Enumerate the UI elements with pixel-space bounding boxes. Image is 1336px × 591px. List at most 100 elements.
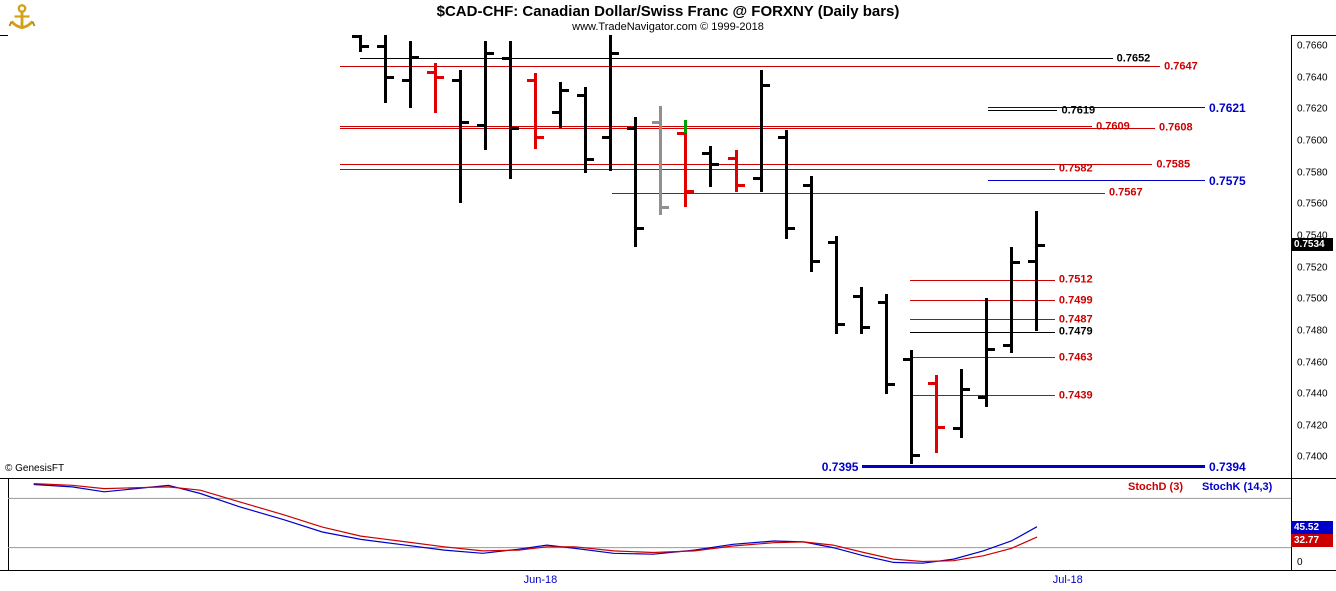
price-level-line	[340, 164, 1153, 166]
stoch-axis-zero-label: 0	[1297, 557, 1303, 568]
price-level-label: 0.7652	[1116, 52, 1151, 65]
price-axis-tick: 0.7620	[1297, 103, 1328, 115]
ohlc-bar	[609, 35, 613, 172]
ohlc-bar	[910, 349, 914, 464]
ohlc-open-tick	[777, 136, 785, 140]
price-level-line	[988, 110, 1058, 112]
ohlc-close-tick	[737, 183, 745, 187]
ohlc-open-tick	[376, 44, 384, 48]
price-axis-tick: 0.7640	[1297, 72, 1328, 84]
ohlc-open-tick	[426, 71, 434, 75]
ohlc-close-tick	[361, 44, 369, 48]
price-chart-plot[interactable]: 0.7652 0.7647 0.7621 0.7619 0.7609 0.7608 0.75…	[8, 35, 1291, 478]
genesis-anchor-logo-icon	[8, 4, 36, 29]
ohlc-open-tick	[577, 93, 585, 97]
ohlc-open-tick	[451, 79, 459, 83]
price-axis-tick: 0.7580	[1297, 167, 1328, 179]
price-level-label: 0.7487	[1058, 313, 1093, 326]
ohlc-close-tick	[612, 52, 620, 56]
ohlc-bar	[809, 175, 813, 273]
stochd-value-badge: 32.77	[1291, 533, 1333, 547]
chart-border-bottom	[0, 570, 1336, 571]
ohlc-bar	[408, 41, 412, 108]
ohlc-bar	[659, 106, 663, 216]
ohlc-open-tick	[652, 120, 660, 124]
ohlc-bar	[734, 150, 738, 192]
stochk-indicator-label[interactable]: StochK (14,3)	[1202, 481, 1273, 493]
price-level-line	[612, 192, 1105, 194]
stochd-line	[33, 483, 1038, 563]
ohlc-close-tick	[762, 84, 770, 88]
ohlc-open-tick	[702, 152, 710, 156]
price-level-label: 0.7608	[1159, 121, 1193, 134]
ohlc-bar	[935, 375, 939, 453]
price-level-line	[340, 66, 1161, 68]
ohlc-close-tick	[587, 158, 595, 162]
ohlc-close-tick	[887, 383, 895, 387]
ohlc-close-tick	[988, 348, 996, 352]
panel-divider	[0, 478, 1336, 479]
price-axis-tick: 0.7460	[1297, 357, 1328, 368]
ohlc-bar	[533, 72, 537, 149]
price-level-line	[340, 127, 1155, 129]
price-level-line	[909, 279, 1055, 281]
ohlc-open-tick	[727, 156, 735, 160]
ohlc-bar	[709, 145, 713, 187]
ohlc-open-tick	[852, 294, 860, 298]
ohlc-close-tick	[938, 425, 946, 429]
price-axis-tick: 0.7600	[1297, 135, 1328, 147]
price-level-label: 0.7463	[1058, 351, 1093, 364]
price-level-label: 0.7647	[1164, 60, 1198, 73]
price-axis-tick: 0.7520	[1297, 262, 1328, 274]
price-level-label: 0.7609	[1096, 120, 1130, 133]
stochastic-plot	[8, 483, 1291, 564]
ohlc-bar	[985, 297, 989, 407]
ohlc-close-tick	[386, 76, 394, 80]
chart-title: $CAD-CHF: Canadian Dollar/Swiss Franc @ …	[436, 3, 900, 20]
ohlc-bar	[559, 82, 563, 129]
price-level-label: 0.7512	[1058, 273, 1093, 286]
ohlc-open-tick	[877, 300, 885, 304]
ohlc-close-tick	[862, 326, 870, 330]
ohlc-bar	[784, 129, 788, 240]
stochastic-panel[interactable]	[8, 478, 1291, 570]
price-axis-tick: 0.7660	[1297, 40, 1328, 52]
ohlc-close-tick	[812, 259, 820, 263]
price-level-line	[909, 331, 1055, 333]
price-level-label: 0.7621	[1209, 100, 1246, 115]
ohlc-close-tick	[461, 120, 469, 124]
ohlc-bar	[960, 368, 964, 439]
ohlc-close-tick	[787, 226, 795, 230]
ohlc-open-tick	[501, 57, 509, 61]
price-axis[interactable]: 0.7660 0.7640 0.7620 0.7600 0.7580 0.7560 0.75…	[1292, 35, 1336, 478]
ohlc-close-tick	[963, 387, 971, 391]
ohlc-open-tick	[953, 427, 961, 431]
price-axis-tick: 0.7500	[1297, 293, 1328, 305]
price-axis-tick: 0.7400	[1297, 451, 1328, 463]
ohlc-close-tick	[536, 136, 544, 140]
ohlc-close-tick	[562, 88, 570, 92]
ohlc-open-tick	[602, 136, 610, 140]
price-level-label: 0.7582	[1058, 162, 1093, 175]
ohlc-bar	[884, 294, 888, 395]
ohlc-bar	[1010, 247, 1014, 353]
price-level-label: 0.7479	[1058, 325, 1093, 338]
ohlc-close-tick	[436, 76, 444, 80]
price-level-label: 0.7619	[1061, 104, 1096, 117]
ohlc-bar	[584, 87, 588, 173]
ohlc-close-tick	[1038, 243, 1046, 247]
ohlc-close-tick	[687, 190, 695, 194]
price-level-line	[340, 126, 1093, 128]
price-level-line	[988, 180, 1206, 182]
price-level-line	[988, 107, 1206, 109]
time-axis[interactable]: Jun-18 Jul-18	[8, 571, 1291, 591]
ohlc-bar	[684, 120, 688, 208]
ohlc-open-tick	[752, 177, 760, 181]
price-axis-tick: 0.7420	[1297, 420, 1328, 432]
ohlc-close-tick	[837, 323, 845, 327]
price-level-label: 0.7395	[821, 459, 859, 474]
stochd-indicator-label[interactable]: StochD (3)	[1128, 481, 1183, 493]
ohlc-close-tick	[486, 52, 494, 56]
ohlc-bar	[383, 35, 387, 104]
